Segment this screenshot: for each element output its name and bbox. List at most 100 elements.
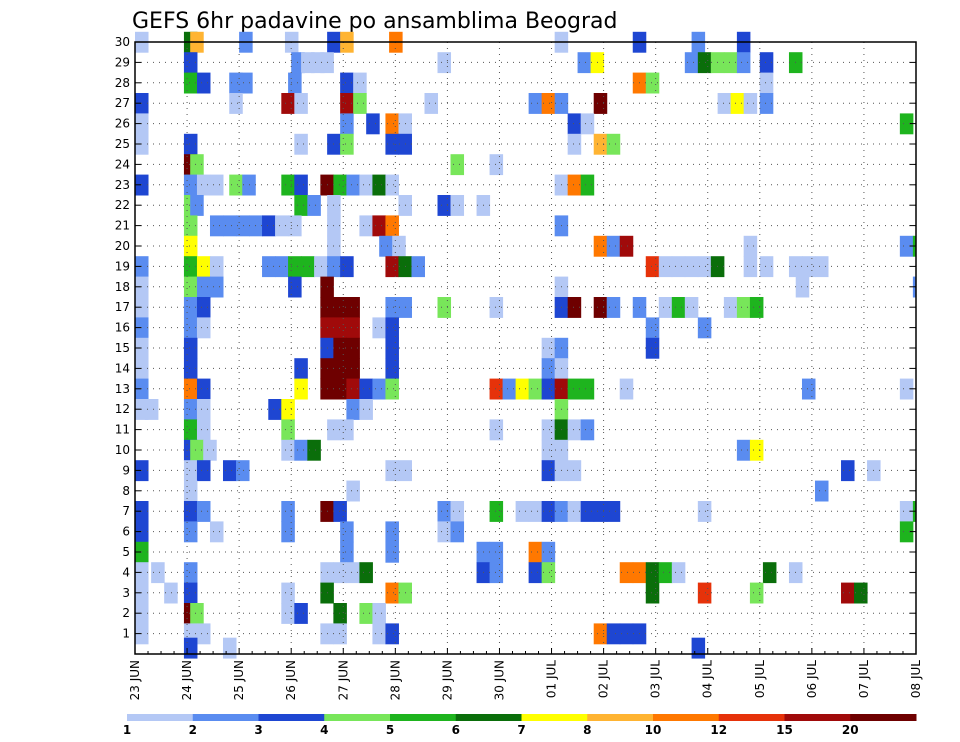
- colorbar-swatch: [455, 714, 522, 721]
- heatmap-cell: [333, 623, 347, 645]
- colorbar-label: 5: [386, 723, 394, 737]
- heatmap-cell: [333, 358, 347, 380]
- heatmap-cell: [528, 541, 543, 563]
- heatmap-cell: [346, 317, 360, 339]
- heatmap-cell: [593, 133, 608, 155]
- y-tick-label: 8: [122, 484, 130, 498]
- heatmap-cell: [567, 378, 582, 400]
- heatmap-cell: [723, 297, 738, 318]
- heatmap-cell: [333, 337, 347, 359]
- heatmap-cell: [196, 317, 211, 339]
- heatmap-cell: [385, 215, 399, 237]
- heatmap-cell: [281, 521, 295, 543]
- heatmap-cell: [645, 562, 660, 584]
- colorbar-swatch: [192, 714, 259, 721]
- heatmap-cell: [301, 256, 315, 278]
- x-tick-label: 25 JUN: [232, 660, 246, 700]
- heatmap-cell: [684, 256, 699, 278]
- heatmap-cell: [801, 378, 816, 400]
- x-tick-label: 27 JUN: [336, 660, 350, 700]
- heatmap-cell: [385, 460, 399, 482]
- heatmap-cell: [346, 480, 360, 502]
- heatmap-cell: [658, 256, 673, 278]
- y-tick-label: 1: [122, 627, 130, 641]
- heatmap-cell: [340, 521, 354, 543]
- heatmap-cell: [411, 256, 425, 278]
- heatmap-cell: [183, 52, 198, 74]
- heatmap-cell: [450, 154, 465, 176]
- heatmap-cell: [359, 378, 373, 400]
- heatmap-cell: [164, 582, 178, 604]
- y-tick-label: 20: [115, 239, 130, 253]
- heatmap-cell: [854, 582, 868, 604]
- heatmap-cell: [183, 174, 198, 196]
- heatmap-cell: [203, 439, 217, 461]
- heatmap-cell: [333, 297, 347, 318]
- y-tick-label: 6: [122, 525, 130, 539]
- heatmap-cell: [580, 174, 595, 196]
- colorbar-label: 2: [189, 723, 197, 737]
- heatmap-cell: [723, 52, 738, 74]
- heatmap-cell: [450, 195, 465, 216]
- heatmap-cell: [567, 419, 582, 441]
- heatmap-cell: [222, 215, 237, 237]
- heatmap-cell: [814, 256, 829, 278]
- heatmap-cell: [385, 541, 399, 563]
- heatmap-cell: [567, 133, 582, 155]
- y-tick-label: 16: [115, 321, 130, 335]
- heatmap-cell: [340, 541, 354, 563]
- heatmap-cell: [190, 603, 204, 624]
- heatmap-cell: [183, 378, 198, 400]
- heatmap-cell: [333, 603, 347, 624]
- heatmap-cell: [190, 439, 204, 461]
- heatmap-cell: [307, 439, 321, 461]
- heatmap-cell: [183, 419, 198, 441]
- heatmap-cell: [749, 439, 764, 461]
- heatmap-cell: [593, 623, 608, 645]
- heatmap-cell: [385, 582, 399, 604]
- heatmap-cell: [749, 297, 764, 318]
- heatmap-cell: [196, 623, 211, 645]
- heatmap-cell: [229, 174, 243, 196]
- heatmap-cell: [489, 562, 504, 584]
- heatmap-cell: [697, 582, 712, 604]
- heatmap-cell: [196, 72, 211, 94]
- y-tick-label: 10: [115, 443, 130, 457]
- heatmap-cell: [372, 623, 386, 645]
- x-tick-label: 28 JUN: [388, 660, 402, 700]
- heatmap-cell: [281, 501, 295, 522]
- heatmap-cell: [314, 256, 328, 278]
- heatmap-cell: [899, 501, 914, 522]
- x-tick-label: 01 JUL: [545, 660, 559, 698]
- heatmap-cell: [236, 460, 250, 482]
- heatmap-cell: [489, 541, 504, 563]
- colorbar-label: 3: [254, 723, 262, 737]
- heatmap-cell: [372, 378, 386, 400]
- heatmap-cell: [593, 297, 608, 318]
- heatmap-cell: [209, 521, 224, 543]
- heatmap-cell: [209, 276, 224, 298]
- heatmap-cell: [209, 256, 224, 278]
- y-tick-label: 24: [115, 157, 130, 171]
- heatmap-cell: [759, 256, 774, 278]
- heatmap-cell: [222, 637, 237, 659]
- heatmap-cell: [541, 460, 556, 482]
- x-tick-label: 06 JUL: [805, 660, 819, 698]
- heatmap-cell: [606, 133, 621, 155]
- heatmap-cell: [671, 297, 686, 318]
- x-tick-label: 23 JUN: [128, 660, 142, 700]
- heatmap-cell: [450, 521, 465, 543]
- y-tick-label: 18: [115, 280, 130, 294]
- heatmap-cell: [450, 501, 465, 522]
- heatmap-cell: [593, 93, 608, 114]
- heatmap-cell: [372, 317, 386, 339]
- heatmap-cell: [196, 419, 211, 441]
- y-tick-label: 25: [115, 137, 130, 151]
- heatmap-cell: [353, 93, 367, 114]
- heatmap-cell: [190, 195, 204, 216]
- heatmap-cell: [359, 399, 373, 420]
- heatmap-cell: [580, 419, 595, 441]
- heatmap-cell: [593, 501, 608, 522]
- heatmap-cell: [385, 133, 399, 155]
- colorbar-label: 15: [776, 723, 793, 737]
